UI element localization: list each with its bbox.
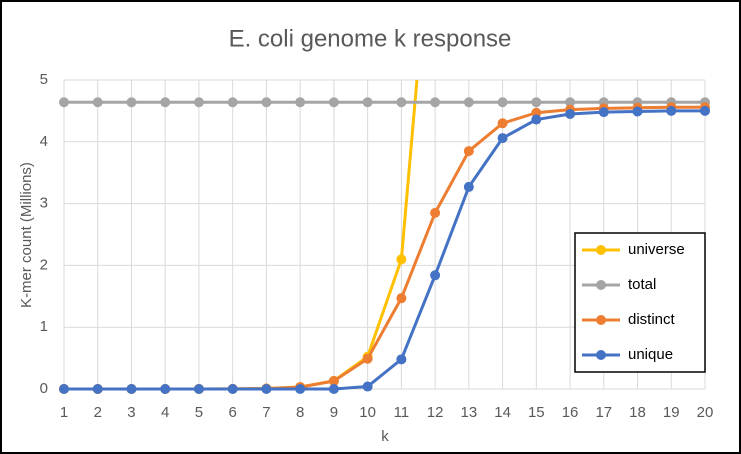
- data-point: [59, 384, 69, 394]
- legend-marker: [596, 350, 606, 360]
- data-point: [295, 384, 306, 394]
- x-tick-label: 11: [394, 404, 410, 421]
- data-point: [396, 97, 407, 108]
- x-tick-label: 14: [494, 404, 511, 421]
- legend-marker: [596, 245, 606, 255]
- data-point: [497, 133, 508, 144]
- data-point: [463, 146, 474, 157]
- data-point: [396, 254, 407, 265]
- x-tick-label: 15: [528, 404, 545, 421]
- data-point: [666, 105, 677, 116]
- data-point: [92, 384, 103, 394]
- x-tick-label: 6: [229, 404, 237, 421]
- data-point: [160, 384, 171, 394]
- data-point: [295, 97, 306, 108]
- data-point: [430, 207, 441, 218]
- data-point: [126, 97, 137, 108]
- x-tick-label: 13: [460, 404, 477, 421]
- x-tick-label: 12: [427, 404, 444, 421]
- data-point: [531, 114, 542, 125]
- x-tick-label: 2: [94, 404, 102, 421]
- data-point: [531, 97, 542, 108]
- data-point: [430, 270, 441, 281]
- legend-label: universe: [628, 241, 685, 258]
- legend-marker: [596, 315, 606, 325]
- x-tick-label: 19: [663, 404, 680, 421]
- x-tick-label: 5: [195, 404, 203, 421]
- data-point: [430, 97, 441, 108]
- legend-label: distinct: [628, 311, 676, 328]
- series-line: [64, 109, 705, 391]
- plot-area: [59, 0, 710, 396]
- x-tick-label: 1: [60, 404, 68, 421]
- data-point: [700, 105, 710, 116]
- data-point: [328, 375, 339, 386]
- data-point: [565, 108, 576, 119]
- y-axis-label: K-mer count (Millions): [18, 162, 35, 308]
- x-tick-label: 10: [359, 404, 376, 421]
- data-point: [463, 181, 474, 192]
- x-tick-label: 17: [595, 404, 612, 421]
- legend: universe total distinct unique: [574, 232, 706, 373]
- legend-box: [574, 232, 706, 373]
- x-tick-label: 3: [127, 404, 135, 421]
- x-tick-label: 4: [161, 404, 169, 421]
- y-tick-label: 4: [40, 133, 48, 150]
- data-point: [396, 354, 407, 365]
- y-tick-label: 5: [40, 71, 48, 88]
- x-tick-label: 20: [697, 404, 714, 421]
- data-point: [598, 107, 609, 118]
- data-point: [92, 97, 103, 108]
- data-point: [227, 384, 238, 394]
- data-point: [193, 384, 204, 394]
- legend-label: total: [628, 276, 656, 293]
- data-point: [362, 381, 373, 392]
- data-point: [261, 384, 272, 394]
- y-tick-label: 0: [40, 380, 48, 397]
- x-tick-label: 16: [562, 404, 579, 421]
- data-point: [328, 97, 339, 108]
- x-tick-label: 7: [262, 404, 270, 421]
- data-point: [565, 97, 576, 108]
- data-point: [497, 118, 508, 129]
- legend-marker: [596, 280, 606, 290]
- y-tick-label: 1: [40, 318, 48, 335]
- data-point: [362, 353, 373, 364]
- x-axis-label: k: [381, 428, 389, 445]
- data-point: [59, 97, 69, 108]
- data-point: [193, 97, 204, 108]
- x-tick-label: 8: [296, 404, 304, 421]
- data-point: [396, 293, 407, 304]
- data-point: [227, 97, 238, 108]
- chart-title: E. coli genome k response: [229, 25, 512, 52]
- y-tick-label: 3: [40, 195, 48, 212]
- legend-label: unique: [628, 346, 673, 363]
- data-point: [261, 97, 272, 108]
- y-tick-label: 2: [40, 256, 48, 273]
- data-point: [497, 97, 508, 108]
- data-point: [632, 106, 643, 117]
- data-point: [463, 97, 474, 108]
- data-point: [126, 384, 137, 394]
- data-point: [328, 384, 339, 394]
- data-point: [362, 97, 373, 108]
- x-tick-label: 9: [330, 404, 338, 421]
- x-tick-label: 18: [629, 404, 646, 421]
- data-point: [160, 97, 171, 108]
